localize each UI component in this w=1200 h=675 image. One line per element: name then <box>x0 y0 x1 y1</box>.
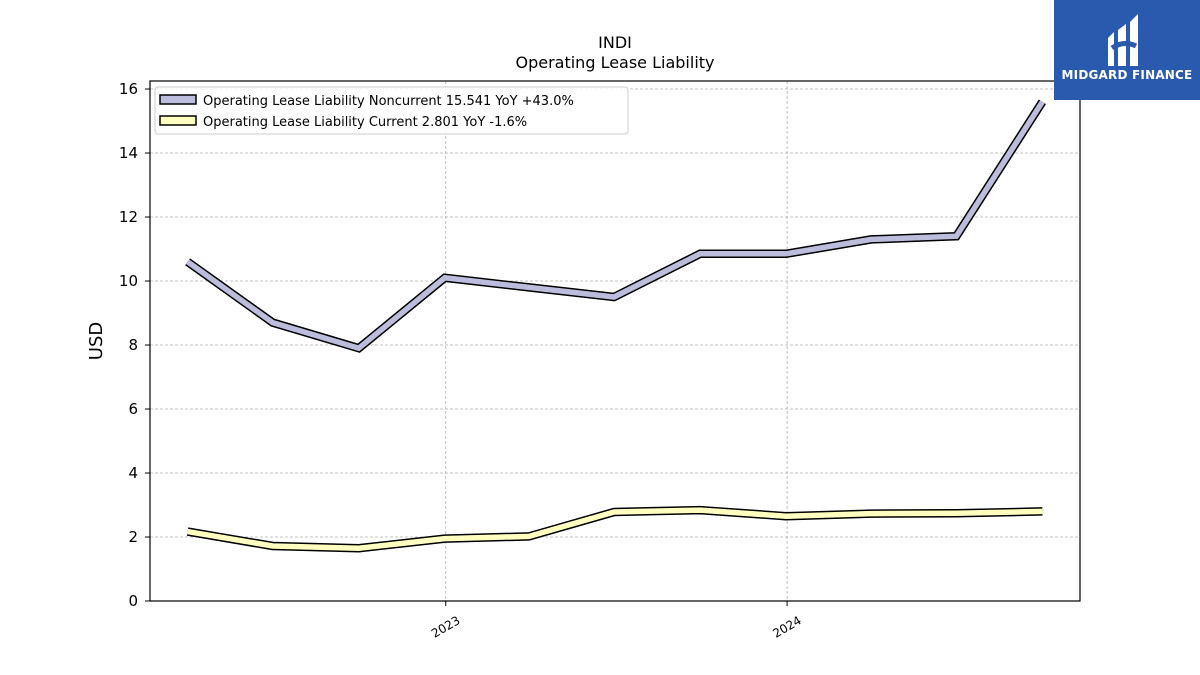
chart-subtitle: Operating Lease Liability <box>515 53 714 72</box>
y-tick-label: 8 <box>128 336 138 354</box>
legend-label-noncurrent: Operating Lease Liability Noncurrent 15.… <box>203 94 574 109</box>
midgard-logo-icon <box>1108 14 1138 66</box>
series-layer <box>185 99 1046 553</box>
x-axis: 2023 2024 <box>429 601 804 641</box>
y-axis-label: USD <box>86 322 107 360</box>
y-tick-label: 10 <box>119 272 138 290</box>
y-axis: 0 2 4 6 8 10 12 14 16 <box>119 80 150 610</box>
legend: Operating Lease Liability Noncurrent 15.… <box>154 86 629 135</box>
logo-text: MIDGARD FINANCE <box>1061 68 1193 82</box>
series-line-noncurrent <box>186 100 1045 352</box>
series-line-current <box>187 507 1043 551</box>
y-tick-label: 12 <box>119 208 138 226</box>
y-tick-label: 14 <box>119 144 138 162</box>
y-tick-label: 2 <box>128 528 138 546</box>
x-tick-label: 2024 <box>770 613 803 640</box>
y-tick-label: 16 <box>119 80 138 98</box>
legend-swatch-noncurrent <box>159 94 197 105</box>
brand-logo: MIDGARD FINANCE <box>1054 0 1200 100</box>
x-tick-label: 2023 <box>429 613 462 640</box>
y-tick-label: 6 <box>128 400 138 418</box>
grid <box>150 81 1080 602</box>
plot-frame <box>149 80 1081 602</box>
series-line-noncurrent-outline <box>185 99 1046 353</box>
chart-title: INDI <box>598 33 632 52</box>
y-tick-label: 0 <box>128 592 138 610</box>
legend-frame <box>154 86 629 135</box>
legend-swatch-current <box>159 115 197 126</box>
y-tick-label: 4 <box>128 464 138 482</box>
legend-label-current: Operating Lease Liability Current 2.801 … <box>203 115 527 130</box>
